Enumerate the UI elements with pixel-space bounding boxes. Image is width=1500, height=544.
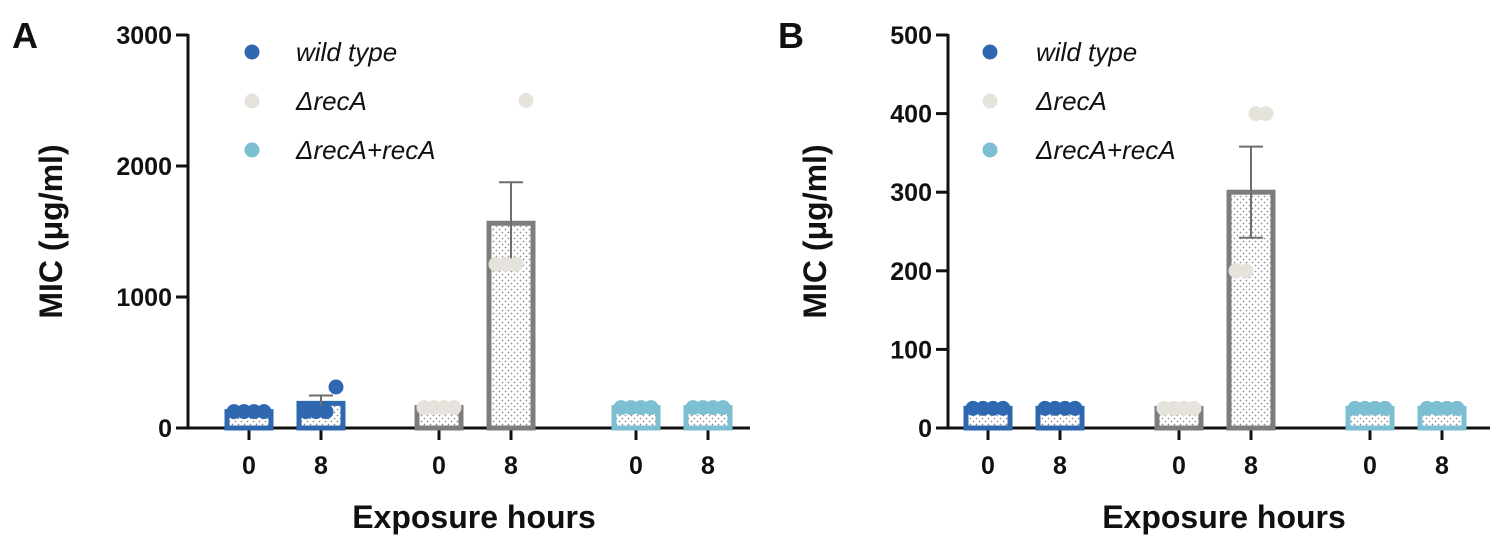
x-axis-title: Exposure hours — [1102, 499, 1346, 535]
legend-label: ΔrecA+recA — [1035, 135, 1176, 165]
legend-label: ΔrecA — [295, 86, 367, 116]
panel-letter: B — [778, 15, 804, 56]
legend-marker — [244, 93, 260, 109]
y-tick-label: 0 — [918, 415, 932, 443]
data-point — [1067, 400, 1083, 416]
x-axis-title: Exposure hours — [352, 499, 596, 535]
panel-letter: A — [12, 15, 38, 56]
y-tick-label: 300 — [890, 179, 932, 207]
y-tick-label: 500 — [890, 22, 932, 50]
x-tick-label: 8 — [1244, 452, 1258, 480]
x-tick-label: 0 — [629, 452, 643, 480]
y-tick-label: 200 — [890, 258, 932, 286]
data-point — [518, 93, 534, 108]
x-tick-label: 0 — [1363, 452, 1377, 480]
x-tick-label: 8 — [1053, 452, 1067, 480]
data-point — [446, 400, 462, 416]
x-tick-label: 0 — [981, 452, 995, 480]
x-tick-label: 8 — [504, 452, 518, 480]
y-tick-label: 3000 — [116, 22, 172, 50]
data-point — [508, 256, 524, 272]
data-point — [1238, 263, 1254, 279]
y-tick-label: 1000 — [116, 284, 172, 312]
x-tick-label: 8 — [701, 452, 715, 480]
data-point — [643, 400, 659, 416]
legend-label: ΔrecA — [1035, 86, 1107, 116]
x-tick-label: 0 — [1172, 452, 1186, 480]
legend-label: wild type — [296, 37, 397, 67]
data-point — [1449, 400, 1465, 416]
x-tick-label: 0 — [242, 452, 256, 480]
panel-a: A 0 1000 2000 3000 0 8 0 8 0 8 Exposure hours MIC (μ… — [12, 15, 750, 535]
legend-marker — [244, 142, 260, 158]
data-point — [328, 379, 344, 395]
x-tick-label: 8 — [314, 452, 328, 480]
legend-label: wild type — [1036, 37, 1137, 67]
legend-marker — [244, 44, 260, 60]
legend-marker — [982, 44, 998, 60]
y-axis-title: MIC (μg/ml) — [33, 144, 69, 318]
panel-b: B 0 100 200 300 400 500 0 8 0 8 0 8 Exposure hours MIC… — [778, 15, 1490, 535]
data-point — [1258, 106, 1274, 122]
legend-marker — [982, 142, 998, 158]
data-point — [1377, 400, 1393, 416]
legend-label: ΔrecA+recA — [295, 135, 436, 165]
y-tick-label: 400 — [890, 101, 932, 129]
y-tick-label: 0 — [158, 415, 172, 443]
data-point — [256, 404, 272, 420]
y-axis-title: MIC (μg/ml) — [797, 144, 833, 318]
x-tick-label: 0 — [432, 452, 446, 480]
data-point — [1186, 400, 1202, 416]
y-tick-label: 2000 — [116, 153, 172, 181]
data-point — [995, 400, 1011, 416]
data-point — [318, 404, 334, 420]
x-tick-label: 8 — [1435, 452, 1449, 480]
data-point — [715, 400, 731, 416]
legend-marker — [982, 93, 998, 109]
y-tick-label: 100 — [890, 336, 932, 364]
